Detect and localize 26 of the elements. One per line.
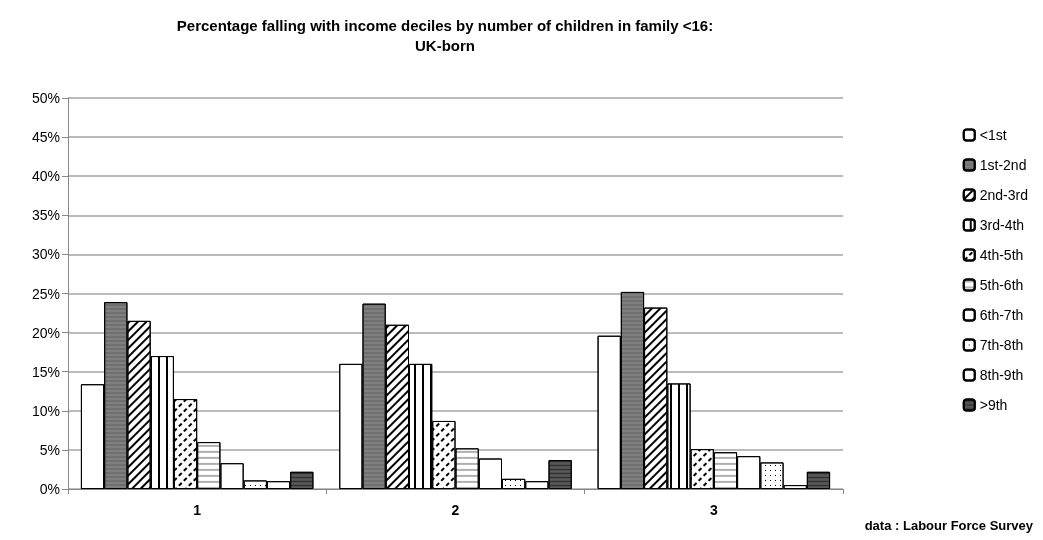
- y-tick-label: 50%: [31, 90, 60, 106]
- y-tick-label: 0%: [39, 481, 60, 497]
- legend-label: 8th-9th: [979, 367, 1024, 383]
- legend-label: 3rd-4th: [979, 217, 1025, 233]
- legend-label: 2nd-3rd: [979, 187, 1029, 203]
- legend-label: <1st: [979, 127, 1007, 143]
- y-tick-label: 40%: [31, 168, 60, 185]
- x-tick-label: 1: [193, 502, 202, 518]
- y-tick-label: 30%: [31, 246, 60, 263]
- x-tick-label: 3: [709, 502, 718, 518]
- y-tick-label: 25%: [31, 285, 60, 302]
- y-tick-label: 5%: [39, 441, 60, 458]
- legend-label: >9th: [979, 397, 1008, 413]
- legend-label: 5th-6th: [979, 277, 1024, 293]
- y-tick-label: 35%: [31, 207, 60, 224]
- y-tick-label: 10%: [31, 402, 60, 419]
- text: data : Labour Force Survey: [864, 518, 1034, 533]
- y-tick-label: 20%: [31, 324, 60, 341]
- y-tick-label: 15%: [31, 363, 60, 380]
- x-tick-label: 2: [451, 502, 460, 518]
- legend-label: 4th-5th: [979, 247, 1024, 263]
- y-tick-label: 45%: [31, 129, 60, 146]
- legend-label: 6th-7th: [979, 307, 1024, 323]
- chart-title: Percentage falling with income deciles by number of children in family <16: UK-born: [176, 16, 714, 54]
- legend-label: 7th-8th: [979, 337, 1024, 353]
- legend-label: 1st-2nd: [979, 157, 1027, 173]
